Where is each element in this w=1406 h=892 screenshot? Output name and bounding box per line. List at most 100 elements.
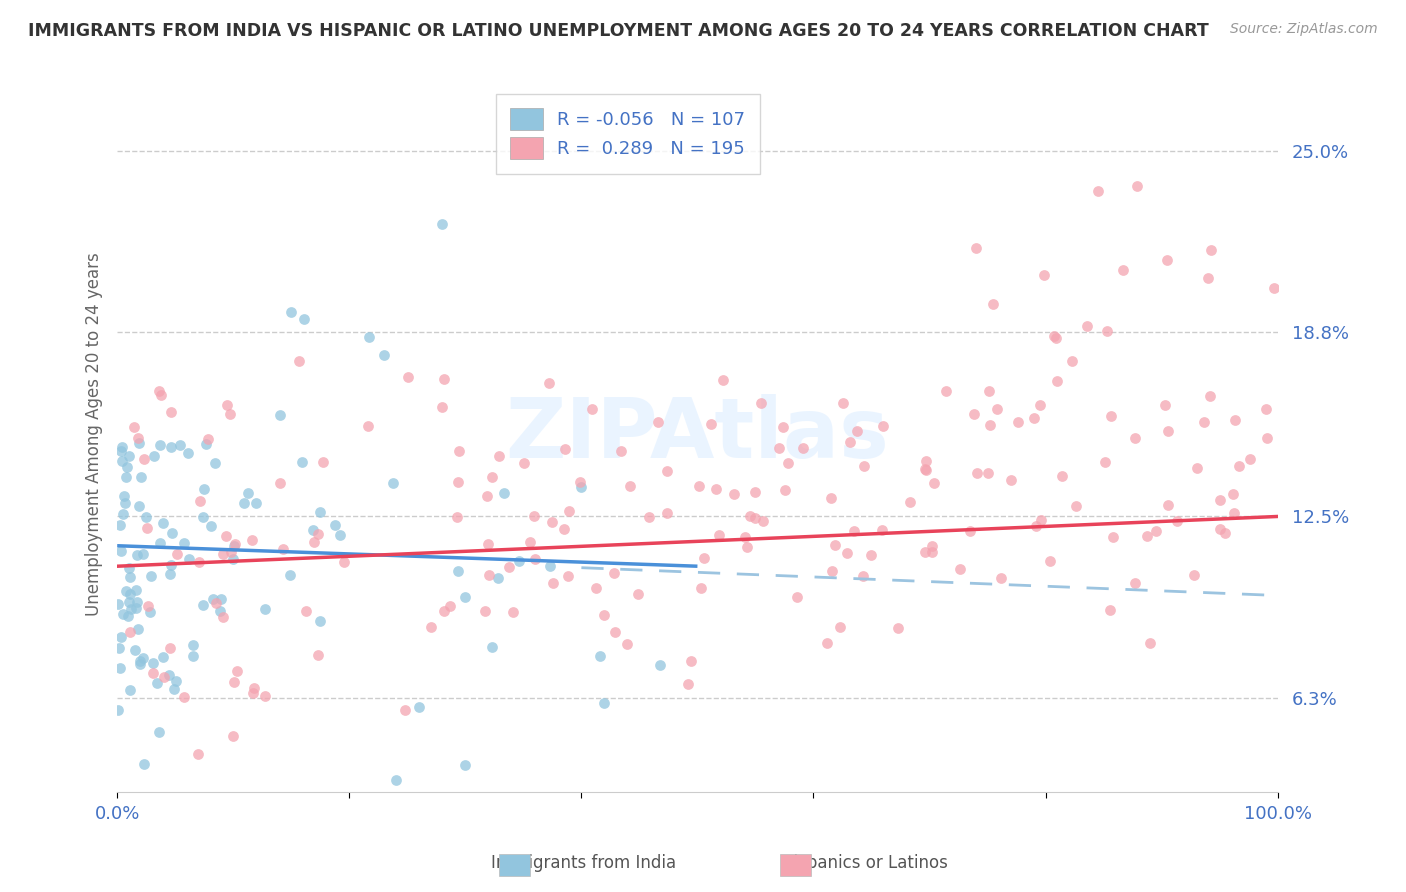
Point (593, 696, 616, 710)
Point (152, 516, 174, 530)
Point (744, 511, 766, 525)
Point (538, 559, 561, 574)
Text: ZIPAtlas: ZIPAtlas (506, 394, 890, 475)
Point (127, 595, 149, 609)
Point (815, 636, 838, 650)
Point (242, 685, 264, 699)
Point (1213, 526, 1236, 541)
Point (114, 496, 136, 510)
Point (593, 608, 616, 623)
Point (1112, 262, 1135, 277)
Point (1197, 270, 1219, 285)
Point (1239, 451, 1261, 466)
Text: Immigrants from India: Immigrants from India (491, 855, 676, 872)
Point (245, 495, 267, 509)
Point (215, 398, 238, 412)
Point (204, 457, 226, 471)
Point (159, 567, 181, 582)
Point (295, 604, 318, 618)
Point (688, 478, 710, 492)
Point (111, 507, 134, 521)
Point (735, 541, 758, 555)
Point (1125, 575, 1147, 590)
Point (232, 496, 254, 510)
Point (129, 657, 152, 672)
Point (1223, 507, 1246, 521)
Point (181, 649, 204, 664)
Point (1042, 329, 1064, 343)
Point (292, 312, 315, 326)
Point (1094, 455, 1116, 469)
Point (122, 419, 145, 434)
Point (1098, 603, 1121, 617)
Point (1209, 522, 1232, 536)
Point (752, 514, 775, 528)
Point (181, 638, 204, 652)
Point (118, 587, 141, 601)
Text: Hispanics or Latinos: Hispanics or Latinos (782, 855, 948, 872)
Point (125, 601, 148, 615)
Point (236, 486, 259, 500)
Point (447, 564, 470, 578)
Point (820, 491, 842, 505)
Point (541, 515, 564, 529)
Point (163, 681, 186, 696)
Point (115, 459, 138, 474)
Point (135, 521, 157, 535)
Point (523, 509, 546, 524)
Point (173, 690, 195, 704)
Point (108, 640, 131, 655)
Point (212, 547, 235, 561)
Point (589, 649, 612, 664)
Point (120, 570, 142, 584)
Point (127, 816, 149, 830)
Point (381, 476, 404, 491)
Point (193, 482, 215, 496)
Point (1039, 554, 1062, 568)
Point (357, 330, 380, 344)
Point (986, 401, 1008, 416)
Point (132, 757, 155, 772)
Point (166, 547, 188, 561)
Point (159, 405, 181, 419)
Point (915, 463, 938, 477)
Point (898, 495, 921, 509)
Point (977, 384, 1000, 398)
Point (191, 510, 214, 524)
Point (519, 535, 541, 549)
Point (768, 441, 790, 455)
Point (160, 558, 183, 573)
Point (872, 419, 894, 434)
Point (1227, 458, 1250, 473)
Point (690, 581, 713, 595)
Point (1029, 398, 1052, 412)
Point (287, 354, 309, 368)
Point (128, 436, 150, 450)
Point (454, 591, 477, 605)
Point (118, 561, 141, 575)
Point (139, 605, 162, 619)
Point (647, 416, 669, 430)
Point (433, 604, 456, 618)
Point (269, 408, 291, 422)
Point (111, 440, 134, 454)
Point (323, 517, 346, 532)
Point (1029, 513, 1052, 527)
Point (773, 483, 796, 497)
Point (707, 528, 730, 542)
Point (1007, 415, 1029, 429)
Point (111, 454, 134, 468)
Point (679, 654, 702, 668)
Point (110, 630, 132, 644)
Point (430, 217, 453, 231)
Point (108, 661, 131, 675)
Point (1102, 530, 1125, 544)
Point (792, 441, 814, 455)
Point (657, 464, 679, 478)
Point (1126, 178, 1149, 193)
Point (209, 592, 232, 607)
Point (302, 535, 325, 549)
Point (723, 487, 745, 501)
Point (191, 599, 214, 613)
Point (135, 509, 157, 524)
